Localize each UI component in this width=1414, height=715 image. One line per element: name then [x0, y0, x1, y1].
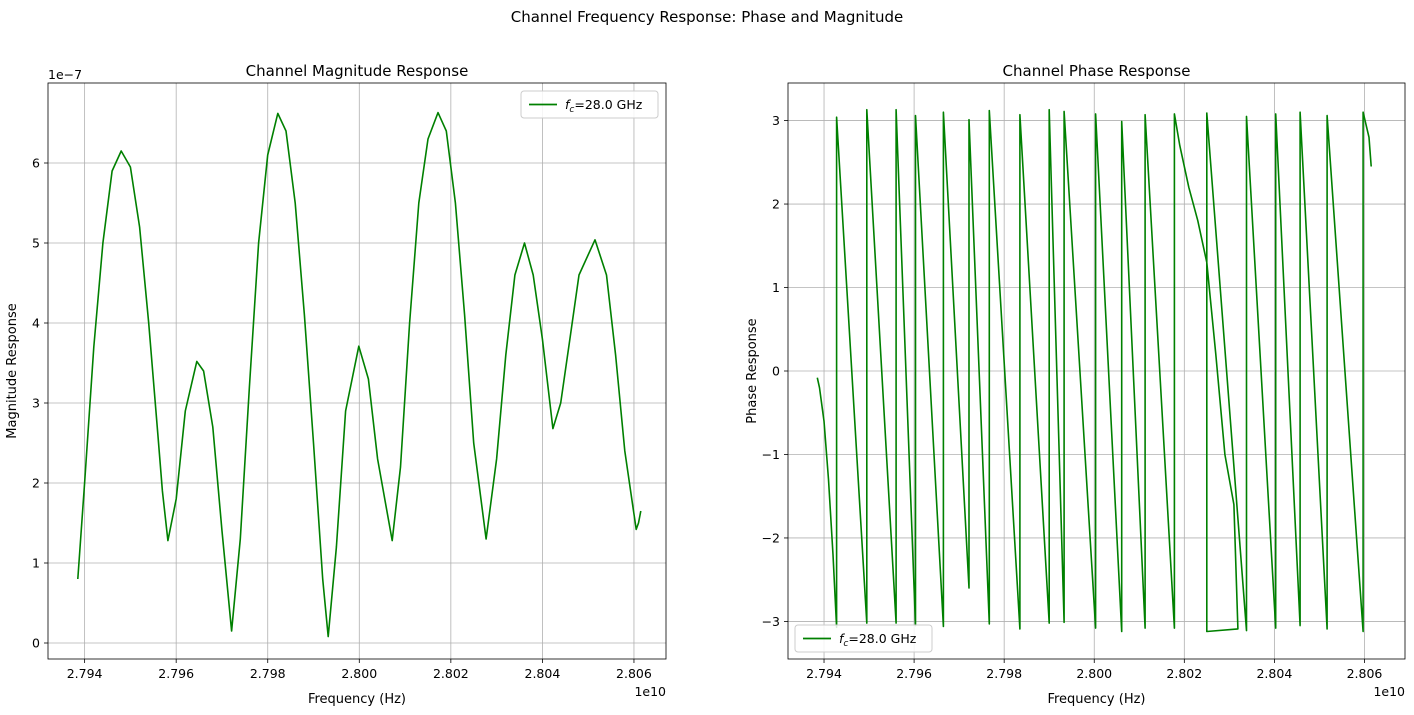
y-tick-label: 2: [772, 197, 780, 212]
x-axis-label: Frequency (Hz): [308, 692, 406, 707]
x-tick-label: 2.796: [158, 666, 194, 681]
y-tick-label: −2: [762, 530, 780, 545]
y-tick-label: −1: [762, 447, 780, 462]
y-tick-label: 3: [772, 113, 780, 128]
x-tick-label: 2.804: [1256, 666, 1292, 681]
y-axis-label: Phase Response: [745, 318, 760, 423]
x-tick-label: 2.794: [806, 666, 842, 681]
panel-title: Channel Phase Response: [1003, 62, 1191, 80]
y-tick-label: 0: [32, 636, 40, 651]
legend-label-value: =28.0 GHz: [574, 97, 642, 112]
x-tick-label: 2.800: [341, 666, 377, 681]
x-tick-label: 2.806: [1347, 666, 1383, 681]
y-tick-label: 4: [32, 316, 40, 331]
x-tick-label: 2.798: [986, 666, 1022, 681]
legend-label-symbol: f: [839, 631, 845, 646]
legend-box: [520, 90, 659, 119]
legend-label: fc=28.0 GHz: [565, 97, 643, 115]
legend: fc=28.0 GHz: [794, 624, 933, 653]
x-tick-label: 2.798: [250, 666, 286, 681]
x-offset-text: 1e10: [634, 684, 666, 699]
x-tick-label: 2.804: [525, 666, 561, 681]
legend: fc=28.0 GHz: [520, 90, 659, 119]
legend-box: [794, 624, 933, 653]
y-tick-label: 3: [32, 396, 40, 411]
legend-label-subscript: c: [569, 105, 574, 115]
chart-panel-magnitude: 2.794 2.796 2.798 2.800 2.802 2.804 2.806 0 1 2 3 4…: [5, 62, 667, 707]
legend-label-symbol: f: [565, 97, 571, 112]
x-tick-label: 2.800: [1076, 666, 1112, 681]
y-axis-label: Magnitude Response: [5, 303, 20, 438]
y-tick-label: 1: [32, 556, 40, 571]
x-axis-label: Frequency (Hz): [1047, 692, 1145, 707]
figure-title: Channel Frequency Response: Phase and Ma…: [510, 8, 904, 26]
x-tick-label: 2.802: [433, 666, 469, 681]
y-tick-label: 1: [772, 280, 780, 295]
series-line: [77, 111, 642, 638]
x-tick-label: 2.796: [896, 666, 932, 681]
series-line: [816, 108, 1372, 633]
legend-label-value: =28.0 GHz: [848, 631, 916, 646]
x-tick-label: 2.794: [67, 666, 103, 681]
x-tick-label: 2.802: [1166, 666, 1202, 681]
x-tick-label: 2.806: [616, 666, 652, 681]
y-tick-label: −3: [762, 614, 780, 629]
y-tick-label: 5: [32, 236, 40, 251]
chart-panel-phase: 2.794 2.796 2.798 2.800 2.802 2.804 2.806 −3 −2 −…: [745, 62, 1406, 707]
panel-title: Channel Magnitude Response: [246, 62, 469, 80]
plot-frame: [47, 82, 667, 660]
legend-label: fc=28.0 GHz: [839, 631, 917, 649]
legend-label-subscript: c: [843, 639, 848, 649]
x-offset-text: 1e10: [1373, 684, 1405, 699]
y-tick-label: 0: [772, 364, 780, 379]
y-tick-label: 2: [32, 476, 40, 491]
y-tick-label: 6: [32, 156, 40, 171]
y-offset-text: 1e−7: [48, 67, 82, 82]
